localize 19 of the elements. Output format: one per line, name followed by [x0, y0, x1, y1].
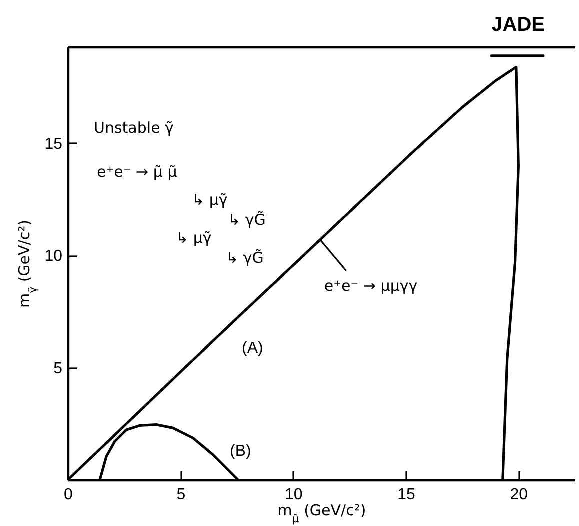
annotation: ↳ μγ̃ — [192, 191, 228, 209]
annotation: Unstable γ̃ — [94, 119, 174, 137]
annotation: ↳ γG̃ — [226, 248, 264, 267]
series-label: (A) — [242, 340, 264, 357]
chart-title: JADE — [492, 14, 545, 36]
y-tick-label: 15 — [44, 136, 63, 153]
x-axis-title: m$_{μ̃}$ (GeV/c²) — [278, 502, 366, 525]
y-tick-label: 5 — [54, 360, 63, 378]
x-tick-label: 5 — [176, 486, 186, 504]
series-label: (B) — [230, 443, 252, 460]
annotation: ↳ γG̃ — [228, 210, 266, 229]
annotation: e⁺e⁻ → μμγγ — [324, 276, 418, 295]
x-tick-label: 20 — [510, 486, 528, 504]
x-tick-label: 0 — [64, 486, 74, 504]
annotation: e⁺e⁻ → μ̃ μ̃ — [97, 163, 178, 181]
y-tick-label: 10 — [44, 248, 63, 266]
x-tick-label: 10 — [284, 486, 303, 504]
annotation: ↳ μγ̃ — [176, 229, 212, 247]
x-tick-label: 15 — [398, 486, 416, 504]
